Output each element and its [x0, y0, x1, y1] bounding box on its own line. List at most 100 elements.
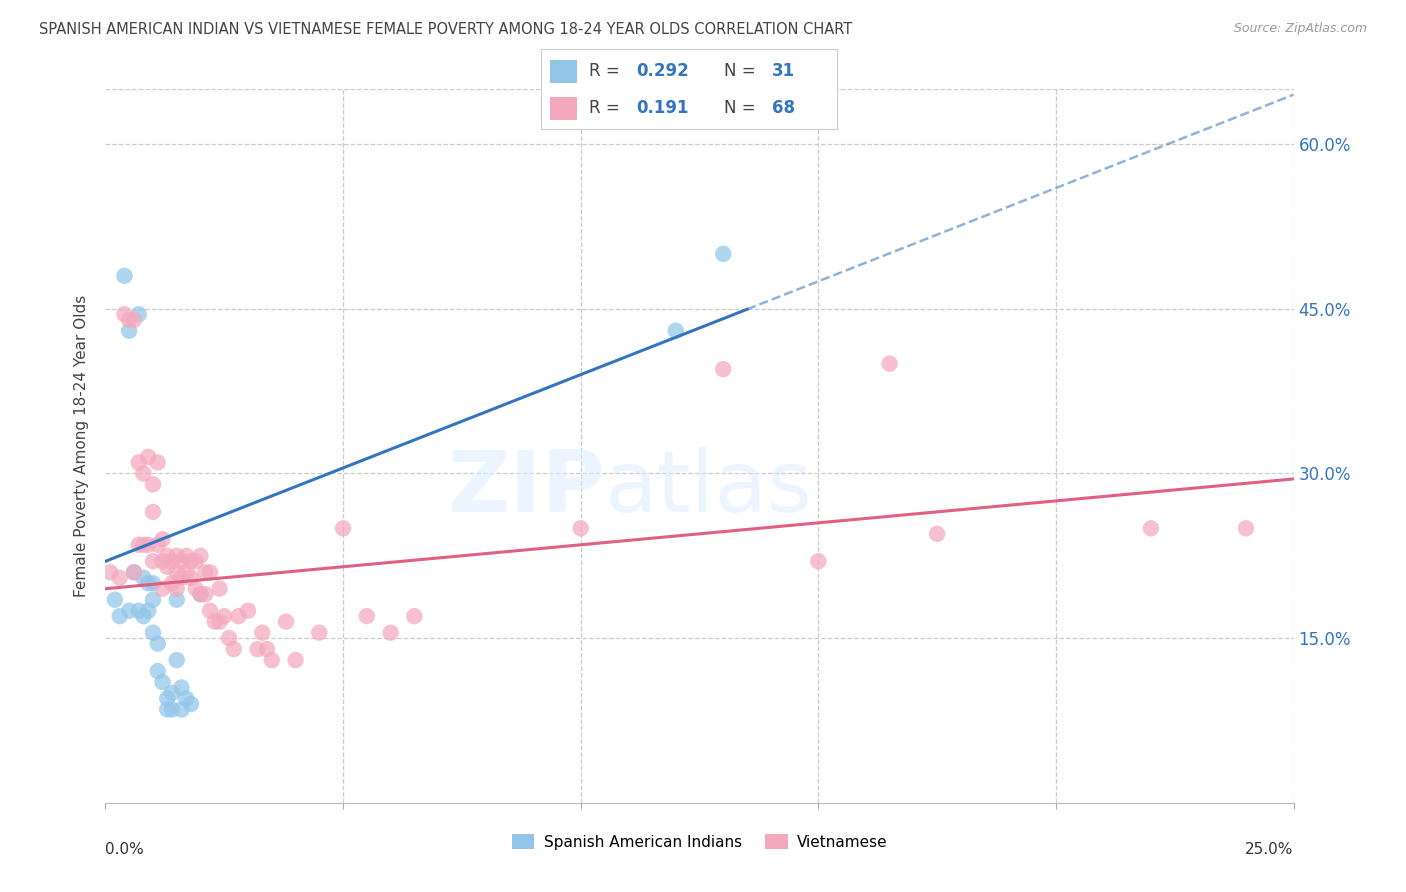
Point — [180, 697, 202, 711]
Text: Source: ZipAtlas.com: Source: ZipAtlas.com — [1233, 22, 1367, 36]
Point — [180, 554, 202, 568]
Point — [132, 467, 155, 481]
Point — [104, 592, 127, 607]
Point — [228, 609, 250, 624]
Point — [925, 526, 948, 541]
Text: N =: N = — [724, 62, 761, 79]
Point — [711, 247, 734, 261]
Point — [142, 477, 165, 491]
Text: ZIP: ZIP — [447, 447, 605, 531]
Point — [142, 576, 165, 591]
Point — [256, 642, 278, 657]
Point — [142, 554, 165, 568]
Point — [166, 582, 188, 596]
Point — [146, 637, 169, 651]
Point — [122, 566, 145, 580]
Text: 25.0%: 25.0% — [1246, 842, 1294, 857]
Point — [118, 324, 141, 338]
Point — [308, 625, 330, 640]
Point — [174, 549, 197, 563]
Text: 0.191: 0.191 — [636, 99, 689, 117]
Point — [160, 702, 183, 716]
Point — [160, 576, 183, 591]
Point — [122, 566, 145, 580]
Point — [142, 505, 165, 519]
Point — [160, 554, 183, 568]
Point — [114, 268, 136, 283]
Point — [711, 362, 734, 376]
Point — [136, 538, 159, 552]
Point — [136, 604, 159, 618]
Point — [146, 664, 169, 678]
Point — [152, 533, 174, 547]
Point — [665, 324, 688, 338]
Point — [142, 625, 165, 640]
Point — [160, 686, 183, 700]
Point — [190, 587, 212, 601]
Point — [332, 521, 354, 535]
Text: 68: 68 — [772, 99, 794, 117]
Point — [198, 604, 221, 618]
Point — [114, 307, 136, 321]
Point — [184, 554, 207, 568]
Point — [170, 571, 193, 585]
Point — [136, 576, 159, 591]
Point — [132, 609, 155, 624]
Point — [208, 582, 231, 596]
Text: 0.0%: 0.0% — [105, 842, 145, 857]
Point — [156, 691, 179, 706]
Point — [166, 549, 188, 563]
Point — [404, 609, 426, 624]
Point — [380, 625, 402, 640]
Point — [118, 604, 141, 618]
Y-axis label: Female Poverty Among 18-24 Year Olds: Female Poverty Among 18-24 Year Olds — [75, 295, 90, 597]
Point — [284, 653, 307, 667]
Point — [152, 675, 174, 690]
Point — [246, 642, 269, 657]
Point — [260, 653, 283, 667]
Text: 31: 31 — [772, 62, 794, 79]
Point — [142, 592, 165, 607]
Point — [218, 631, 240, 645]
Point — [128, 455, 150, 469]
Point — [236, 604, 259, 618]
Point — [208, 615, 231, 629]
Point — [156, 559, 179, 574]
Point — [122, 312, 145, 326]
Point — [156, 702, 179, 716]
Point — [1140, 521, 1163, 535]
Point — [136, 450, 159, 464]
Text: 0.292: 0.292 — [636, 62, 689, 79]
Point — [204, 615, 226, 629]
Point — [170, 554, 193, 568]
Point — [132, 538, 155, 552]
Text: SPANISH AMERICAN INDIAN VS VIETNAMESE FEMALE POVERTY AMONG 18-24 YEAR OLDS CORRE: SPANISH AMERICAN INDIAN VS VIETNAMESE FE… — [39, 22, 852, 37]
Text: R =: R = — [589, 62, 624, 79]
Text: R =: R = — [589, 99, 624, 117]
Point — [274, 615, 297, 629]
Point — [190, 587, 212, 601]
Point — [252, 625, 274, 640]
Point — [184, 582, 207, 596]
Point — [108, 571, 131, 585]
Point — [108, 609, 131, 624]
Point — [1234, 521, 1257, 535]
Point — [198, 566, 221, 580]
Point — [879, 357, 901, 371]
Point — [146, 455, 169, 469]
Point — [569, 521, 592, 535]
Point — [128, 604, 150, 618]
Point — [128, 538, 150, 552]
Point — [98, 566, 121, 580]
Point — [118, 312, 141, 326]
Point — [180, 571, 202, 585]
Point — [132, 571, 155, 585]
Point — [166, 592, 188, 607]
Point — [194, 566, 217, 580]
Point — [128, 307, 150, 321]
Point — [170, 702, 193, 716]
Bar — [550, 61, 576, 83]
Point — [190, 549, 212, 563]
Point — [194, 587, 217, 601]
Point — [214, 609, 236, 624]
